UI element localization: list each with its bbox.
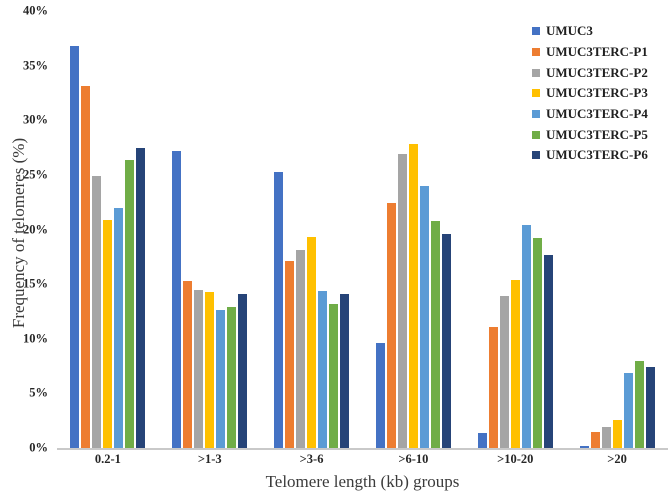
bar-UMUC3TERC-P3->3-6	[307, 237, 317, 448]
bar-UMUC3TERC-P6->20	[645, 367, 655, 448]
bar-UMUC3TERC-P4->20	[623, 372, 633, 448]
x-tick->6-10: >6-10	[398, 452, 429, 466]
bar-UMUC3TERC-P6-0.2-1	[136, 147, 146, 448]
bar-UMUC3TERC-P2-0.2-1	[92, 175, 102, 448]
bar-UMUC3TERC-P6->3-6	[340, 293, 350, 448]
legend: UMUC3 UMUC3TERC-P1 UMUC3TERC-P2 UMUC3TERC-P…	[532, 21, 648, 166]
bar-UMUC3-0.2-1	[70, 45, 80, 448]
bar-UMUC3->10-20	[477, 432, 487, 448]
y-tick-30%: 30%	[23, 112, 48, 127]
legend-item-UMUC3TERC-P4: UMUC3TERC-P4	[532, 104, 648, 125]
y-tick-10%: 10%	[23, 331, 48, 346]
bar-UMUC3TERC-P2->3-6	[296, 250, 306, 448]
bar-UMUC3TERC-P4->1-3	[216, 310, 226, 448]
bar-UMUC3TERC-P2->1-3	[194, 289, 204, 448]
legend-item-UMUC3TERC-P1: UMUC3TERC-P1	[532, 42, 648, 63]
bar-group->6-10	[362, 11, 464, 448]
legend-marker-icon	[532, 68, 540, 77]
y-tick-0%: 0%	[29, 440, 48, 455]
y-tick-20%: 20%	[23, 222, 48, 236]
bar-UMUC3TERC-P5-0.2-1	[125, 159, 135, 448]
bar-UMUC3TERC-P1->6-10	[386, 203, 396, 448]
bar-UMUC3TERC-P6->1-3	[238, 293, 248, 448]
y-tick-5%: 5%	[29, 385, 48, 400]
legend-item-UMUC3TERC-P2: UMUC3TERC-P2	[532, 62, 648, 83]
bar-group->3-6	[261, 11, 363, 448]
legend-marker-icon	[532, 151, 540, 160]
x-tick->1-3: >1-3	[197, 452, 222, 466]
x-tick-0.2-1: 0.2-1	[94, 452, 121, 466]
legend-marker-icon	[532, 27, 540, 36]
legend-item-UMUC3TERC-P3: UMUC3TERC-P3	[532, 83, 648, 104]
legend-label: UMUC3TERC-P1	[546, 44, 648, 60]
bar-UMUC3->6-10	[375, 343, 385, 448]
legend-marker-icon	[532, 130, 540, 139]
bar-UMUC3TERC-P4->6-10	[419, 185, 429, 448]
bar-UMUC3->20	[579, 445, 589, 448]
legend-marker-icon	[532, 89, 540, 98]
bar-UMUC3TERC-P5->6-10	[430, 220, 440, 448]
bar-UMUC3TERC-P5->20	[634, 360, 644, 448]
bar-UMUC3TERC-P4->3-6	[318, 290, 328, 448]
bar-UMUC3->3-6	[274, 171, 284, 448]
bar-UMUC3TERC-P5->3-6	[329, 303, 339, 448]
bar-group->1-3	[159, 11, 261, 448]
bar-UMUC3TERC-P6->6-10	[441, 233, 451, 448]
bar-UMUC3TERC-P3->20	[612, 419, 622, 448]
bar-UMUC3TERC-P3->10-20	[510, 279, 520, 448]
x-tick->10-20: >10-20	[497, 452, 534, 466]
legend-marker-icon	[532, 110, 540, 119]
bar-UMUC3TERC-P3->6-10	[408, 144, 418, 448]
legend-label: UMUC3TERC-P2	[546, 64, 648, 80]
legend-item-UMUC3TERC-P5: UMUC3TERC-P5	[532, 124, 648, 145]
bar-UMUC3TERC-P1-0.2-1	[81, 86, 91, 448]
bar-group-0.2-1	[57, 11, 159, 448]
plot-area	[57, 11, 668, 450]
y-tick-35%: 35%	[23, 58, 48, 73]
bar-UMUC3TERC-P1->3-6	[285, 261, 295, 448]
legend-label: UMUC3TERC-P5	[546, 126, 648, 142]
bar-UMUC3TERC-P4-0.2-1	[114, 207, 124, 448]
bar-UMUC3TERC-P5->1-3	[227, 307, 237, 448]
y-tick-15%: 15%	[23, 276, 48, 291]
legend-label: UMUC3TERC-P6	[546, 147, 648, 163]
bar-UMUC3TERC-P5->10-20	[532, 238, 542, 448]
legend-item-UMUC3TERC-P6: UMUC3TERC-P6	[532, 145, 648, 166]
bar-UMUC3TERC-P1->1-3	[183, 280, 193, 448]
bar-group->10-20	[464, 11, 566, 448]
bar-UMUC3TERC-P2->10-20	[499, 296, 509, 448]
bar-UMUC3TERC-P2->20	[601, 427, 611, 448]
legend-label: UMUC3TERC-P3	[546, 85, 648, 101]
bar-UMUC3TERC-P6->10-20	[543, 254, 553, 448]
x-tick->20: >20	[607, 452, 627, 466]
y-tick-40%: 40%	[23, 3, 48, 18]
x-axis-title: Telomere length (kb) groups	[265, 472, 460, 491]
legend-item-UMUC3: UMUC3	[532, 21, 648, 42]
bar-group->20	[566, 11, 668, 448]
legend-label: UMUC3TERC-P4	[546, 106, 648, 122]
bar-UMUC3->1-3	[172, 150, 182, 448]
bar-UMUC3TERC-P3->1-3	[205, 291, 215, 448]
bar-UMUC3TERC-P1->10-20	[488, 326, 498, 448]
bar-UMUC3TERC-P3-0.2-1	[103, 219, 113, 448]
x-tick->3-6: >3-6	[299, 452, 324, 466]
legend-label: UMUC3	[546, 23, 593, 39]
bar-UMUC3TERC-P1->20	[590, 431, 600, 448]
legend-marker-icon	[532, 48, 540, 57]
y-tick-25%: 25%	[23, 167, 48, 182]
bar-UMUC3TERC-P2->6-10	[397, 154, 407, 448]
bar-UMUC3TERC-P4->10-20	[521, 225, 531, 448]
